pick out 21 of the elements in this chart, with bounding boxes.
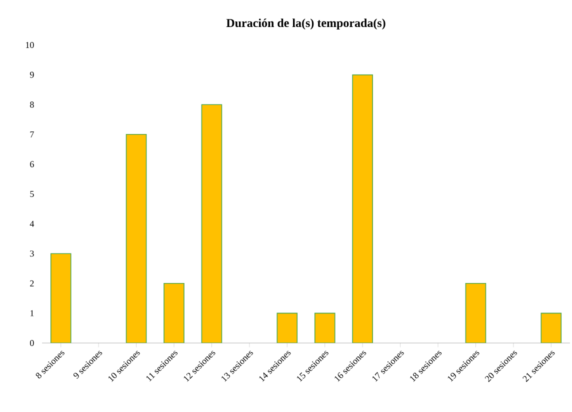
bar: [164, 283, 184, 343]
y-tick-label: 9: [30, 72, 34, 78]
y-tick-label: 3: [30, 250, 34, 257]
y-tick-label: 5: [30, 191, 34, 197]
y-tick-label: 10: [26, 42, 34, 48]
bar: [126, 134, 147, 343]
y-tick-label: 0: [30, 340, 34, 346]
y-tick-label: 8: [30, 102, 34, 108]
y-tick-label: 2: [30, 280, 34, 286]
bar: [540, 312, 562, 343]
chart-title: Duración de la(s) temporada(s): [226, 18, 386, 30]
y-tick-label: 4: [30, 220, 34, 227]
bar: [465, 283, 486, 343]
y-tick-label: 6: [30, 161, 34, 168]
bar: [276, 312, 298, 343]
bar: [50, 253, 72, 343]
y-tick-label: 1: [30, 310, 34, 316]
bar: [352, 74, 373, 343]
bar: [201, 104, 222, 343]
bar: [314, 312, 336, 343]
y-tick-label: 7: [30, 131, 34, 138]
